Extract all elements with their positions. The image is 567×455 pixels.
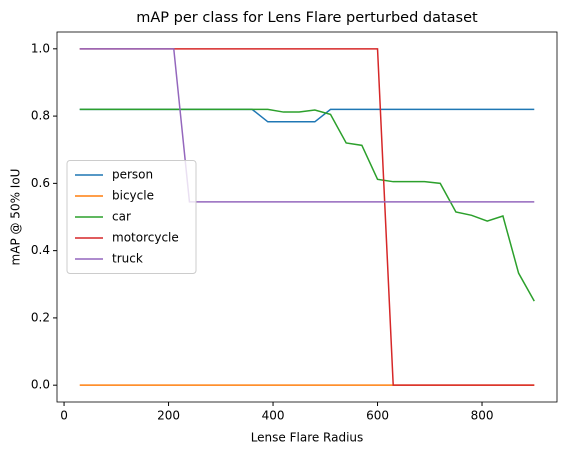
plot-frame xyxy=(56,31,558,403)
x-tick-label: 600 xyxy=(366,409,389,423)
series-line xyxy=(79,48,535,203)
x-tick-label: 0 xyxy=(60,409,68,423)
y-axis-label: mAP @ 50% IoU xyxy=(9,169,23,266)
legend-label: person xyxy=(112,168,153,182)
legend-label: truck xyxy=(112,252,143,266)
legend-label: car xyxy=(112,210,131,224)
y-tick-label: 0.0 xyxy=(31,378,50,392)
legend-label: bicycle xyxy=(112,189,154,203)
x-axis-label: Lense Flare Radius xyxy=(251,431,364,445)
chart-title: mAP per class for Lens Flare perturbed d… xyxy=(136,10,478,26)
legend-box xyxy=(66,160,197,274)
x-tick-label: 800 xyxy=(471,409,494,423)
series-line xyxy=(79,108,535,302)
y-tick-label: 0.4 xyxy=(31,243,50,257)
y-tick-label: 0.2 xyxy=(31,310,50,324)
x-tick-label: 200 xyxy=(157,409,180,423)
legend-label: motorcycle xyxy=(112,231,179,245)
x-tick-label: 400 xyxy=(262,409,285,423)
y-tick-label: 0.6 xyxy=(31,176,50,190)
y-tick-label: 0.8 xyxy=(31,109,50,123)
y-tick-label: 1.0 xyxy=(31,41,50,55)
